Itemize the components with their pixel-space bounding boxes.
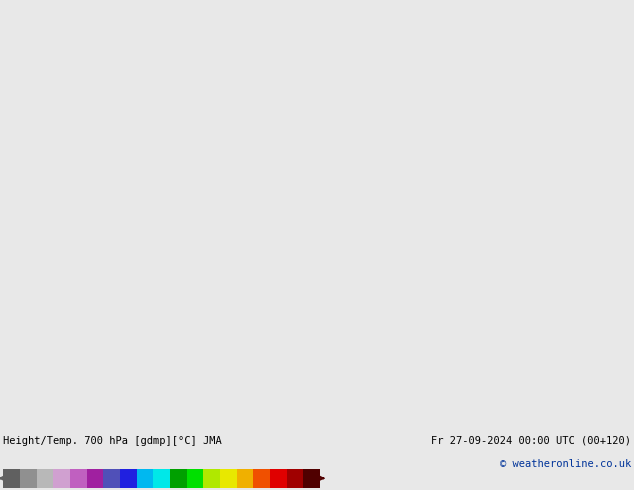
Bar xyxy=(186,469,204,488)
Bar xyxy=(53,469,70,488)
Bar xyxy=(236,469,254,488)
Text: Fr 27-09-2024 00:00 UTC (00+120): Fr 27-09-2024 00:00 UTC (00+120) xyxy=(431,436,631,446)
Bar xyxy=(70,469,87,488)
Bar xyxy=(3,469,20,488)
Bar xyxy=(103,469,120,488)
Bar xyxy=(220,469,236,488)
Bar xyxy=(87,469,103,488)
Text: © weatheronline.co.uk: © weatheronline.co.uk xyxy=(500,460,631,469)
Bar xyxy=(120,469,137,488)
Bar xyxy=(204,469,220,488)
Bar xyxy=(270,469,287,488)
Bar xyxy=(254,469,270,488)
Bar xyxy=(153,469,170,488)
Bar xyxy=(20,469,37,488)
Bar xyxy=(37,469,53,488)
Bar xyxy=(304,469,320,488)
Bar xyxy=(170,469,186,488)
Text: Height/Temp. 700 hPa [gdmp][°C] JMA: Height/Temp. 700 hPa [gdmp][°C] JMA xyxy=(3,436,222,446)
Bar xyxy=(287,469,304,488)
Bar xyxy=(137,469,153,488)
